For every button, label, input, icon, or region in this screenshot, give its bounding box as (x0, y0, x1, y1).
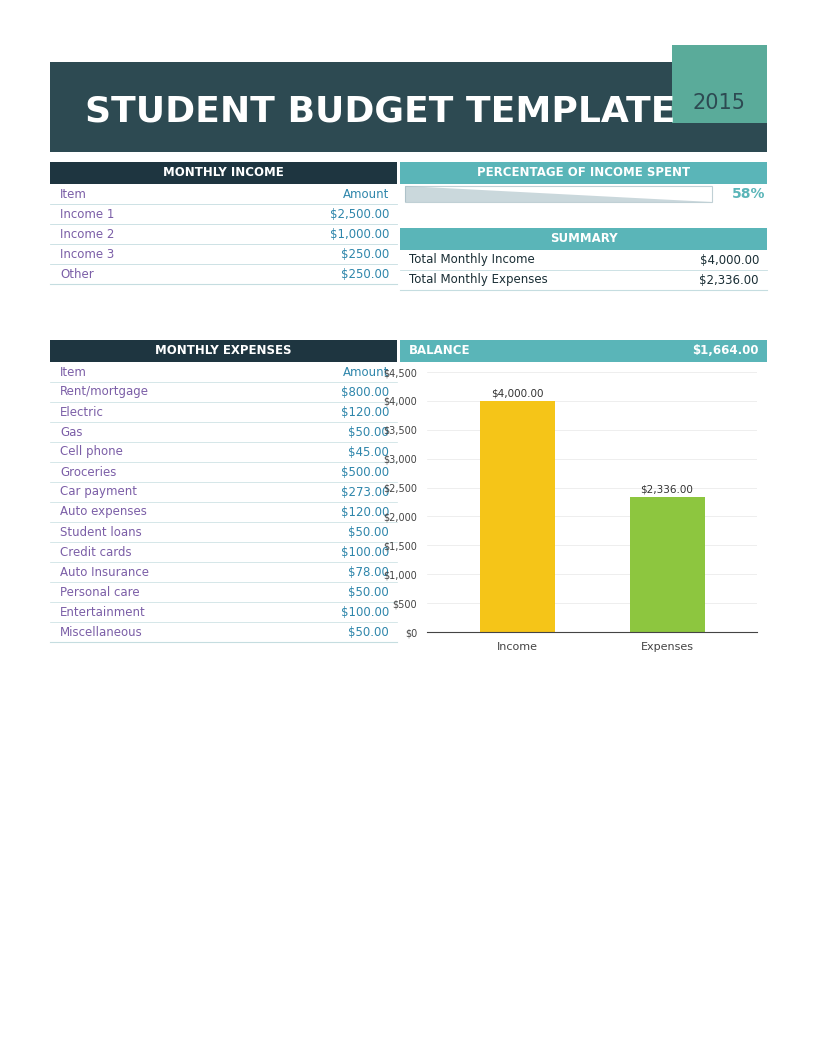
Text: $50.00: $50.00 (348, 525, 389, 538)
Text: STUDENT BUDGET TEMPLATE: STUDENT BUDGET TEMPLATE (85, 95, 676, 129)
Text: Groceries: Groceries (60, 465, 116, 479)
Text: $4,000.00: $4,000.00 (491, 388, 543, 398)
Text: $50.00: $50.00 (348, 586, 389, 598)
Text: Income 1: Income 1 (60, 207, 114, 221)
Text: $500.00: $500.00 (341, 465, 389, 479)
Text: MONTHLY EXPENSES: MONTHLY EXPENSES (155, 345, 292, 357)
Text: Auto Insurance: Auto Insurance (60, 565, 149, 578)
Bar (405, 186, 712, 202)
Bar (400, 162, 767, 184)
Text: Personal care: Personal care (60, 586, 140, 598)
Text: Rent/mortgage: Rent/mortgage (60, 386, 149, 398)
Text: $45.00: $45.00 (348, 445, 389, 459)
Text: $1,664.00: $1,664.00 (693, 345, 759, 357)
Text: Entertainment: Entertainment (60, 606, 145, 618)
Text: Electric: Electric (60, 406, 104, 419)
Text: 2015: 2015 (693, 93, 746, 113)
Bar (672, 45, 767, 123)
Text: Auto expenses: Auto expenses (60, 505, 147, 519)
Text: $250.00: $250.00 (341, 267, 389, 280)
Text: Total Monthly Income: Total Monthly Income (409, 254, 535, 266)
Text: Item: Item (60, 366, 87, 378)
Text: $100.00: $100.00 (341, 606, 389, 618)
Text: Miscellaneous: Miscellaneous (60, 626, 143, 638)
Text: Student loans: Student loans (60, 525, 142, 538)
Text: 58%: 58% (732, 187, 766, 201)
Bar (480, 401, 555, 632)
Text: $273.00: $273.00 (341, 485, 389, 499)
Text: $2,336.00: $2,336.00 (641, 484, 694, 494)
Text: Cell phone: Cell phone (60, 445, 123, 459)
Text: $1,000.00: $1,000.00 (329, 227, 389, 241)
Text: Car payment: Car payment (60, 485, 137, 499)
Text: Other: Other (60, 267, 94, 280)
Polygon shape (405, 186, 712, 202)
Text: $78.00: $78.00 (348, 565, 389, 578)
Bar (50, 162, 397, 184)
Text: $2,500.00: $2,500.00 (329, 207, 389, 221)
Text: SUMMARY: SUMMARY (550, 233, 618, 245)
Text: Item: Item (60, 187, 87, 201)
Bar (400, 228, 767, 251)
Text: $50.00: $50.00 (348, 426, 389, 439)
Bar (50, 340, 397, 361)
Text: Total Monthly Expenses: Total Monthly Expenses (409, 274, 547, 286)
Text: Amount: Amount (342, 187, 389, 201)
Text: Income 2: Income 2 (60, 227, 114, 241)
Text: $2,336.00: $2,336.00 (699, 274, 759, 286)
Text: Gas: Gas (60, 426, 83, 439)
Text: $120.00: $120.00 (341, 406, 389, 419)
Text: $100.00: $100.00 (341, 545, 389, 558)
Bar (630, 497, 704, 632)
Text: $4,000.00: $4,000.00 (699, 254, 759, 266)
Bar (400, 340, 767, 361)
Text: MONTHLY INCOME: MONTHLY INCOME (163, 167, 283, 180)
Text: $120.00: $120.00 (341, 505, 389, 519)
Text: $250.00: $250.00 (341, 247, 389, 260)
Text: Income 3: Income 3 (60, 247, 114, 260)
Text: Credit cards: Credit cards (60, 545, 132, 558)
Text: Amount: Amount (342, 366, 389, 378)
Text: PERCENTAGE OF INCOME SPENT: PERCENTAGE OF INCOME SPENT (477, 167, 690, 180)
Text: BALANCE: BALANCE (409, 345, 471, 357)
Text: $800.00: $800.00 (341, 386, 389, 398)
Bar (50, 62, 767, 152)
Bar (405, 186, 712, 202)
Text: $50.00: $50.00 (348, 626, 389, 638)
